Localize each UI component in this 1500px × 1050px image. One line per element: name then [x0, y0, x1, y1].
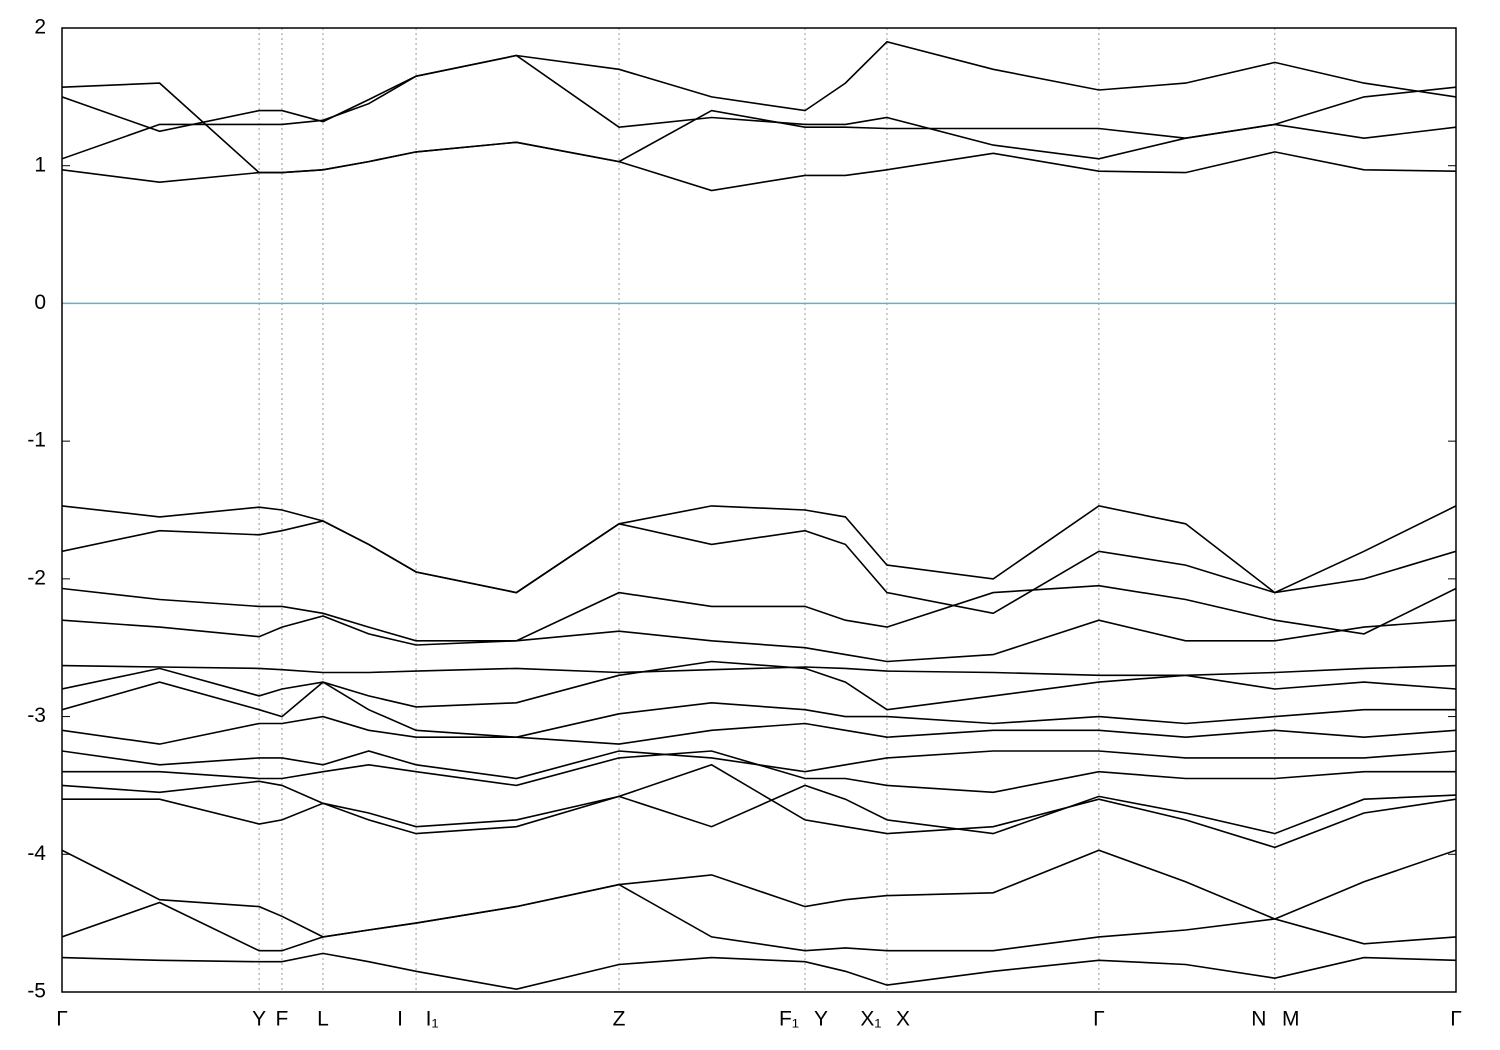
band-line [62, 763, 1456, 849]
band-line [62, 952, 1456, 991]
band-line [62, 660, 1456, 711]
x-tick-label: Y [252, 1008, 266, 1031]
band-line [62, 584, 1456, 642]
band-line [62, 780, 1456, 835]
y-tick-label: -1 [27, 429, 46, 452]
y-tick-label: 1 [34, 153, 46, 176]
band-line [62, 141, 1456, 192]
band-line [62, 681, 1456, 739]
x-tick-label: L [317, 1008, 329, 1031]
x-tick-label: X [896, 1008, 910, 1031]
y-tick-label: -5 [27, 980, 46, 1003]
y-tick-label: -2 [27, 566, 46, 589]
y-tick-label: 0 [34, 291, 46, 314]
band-line [62, 664, 1456, 677]
x-tick-label: I₁ [426, 1008, 439, 1031]
band-line [62, 849, 1456, 938]
band-line [62, 520, 1456, 615]
x-tick-label: Γ [56, 1008, 68, 1031]
band-line [62, 82, 1456, 174]
y-tick-label: -3 [27, 704, 46, 727]
x-tick-label: I [397, 1008, 403, 1031]
band-line [62, 54, 1456, 160]
x-tick-label: M [1282, 1008, 1300, 1031]
x-tick-label: Z [613, 1008, 626, 1031]
bands [62, 40, 1456, 991]
band-line [62, 505, 1456, 594]
x-tick-label: F₁ [779, 1008, 799, 1031]
band-line [62, 883, 1456, 952]
band-line [62, 615, 1456, 663]
band-line [62, 750, 1456, 780]
x-tick-label: Γ [1450, 1008, 1462, 1031]
band-line [62, 40, 1456, 133]
x-tick-label: F [276, 1008, 289, 1031]
x-tick-label: N [1251, 1008, 1266, 1031]
band-line [62, 715, 1456, 745]
x-tick-label: Γ [1093, 1008, 1105, 1031]
y-tick-label: 2 [34, 16, 46, 39]
band-line [62, 750, 1456, 794]
x-tick-label: Y [814, 1008, 828, 1031]
x-tick-label: X₁ [860, 1008, 881, 1031]
y-tick-label: -4 [27, 842, 46, 865]
plot-frame [61, 27, 1457, 993]
